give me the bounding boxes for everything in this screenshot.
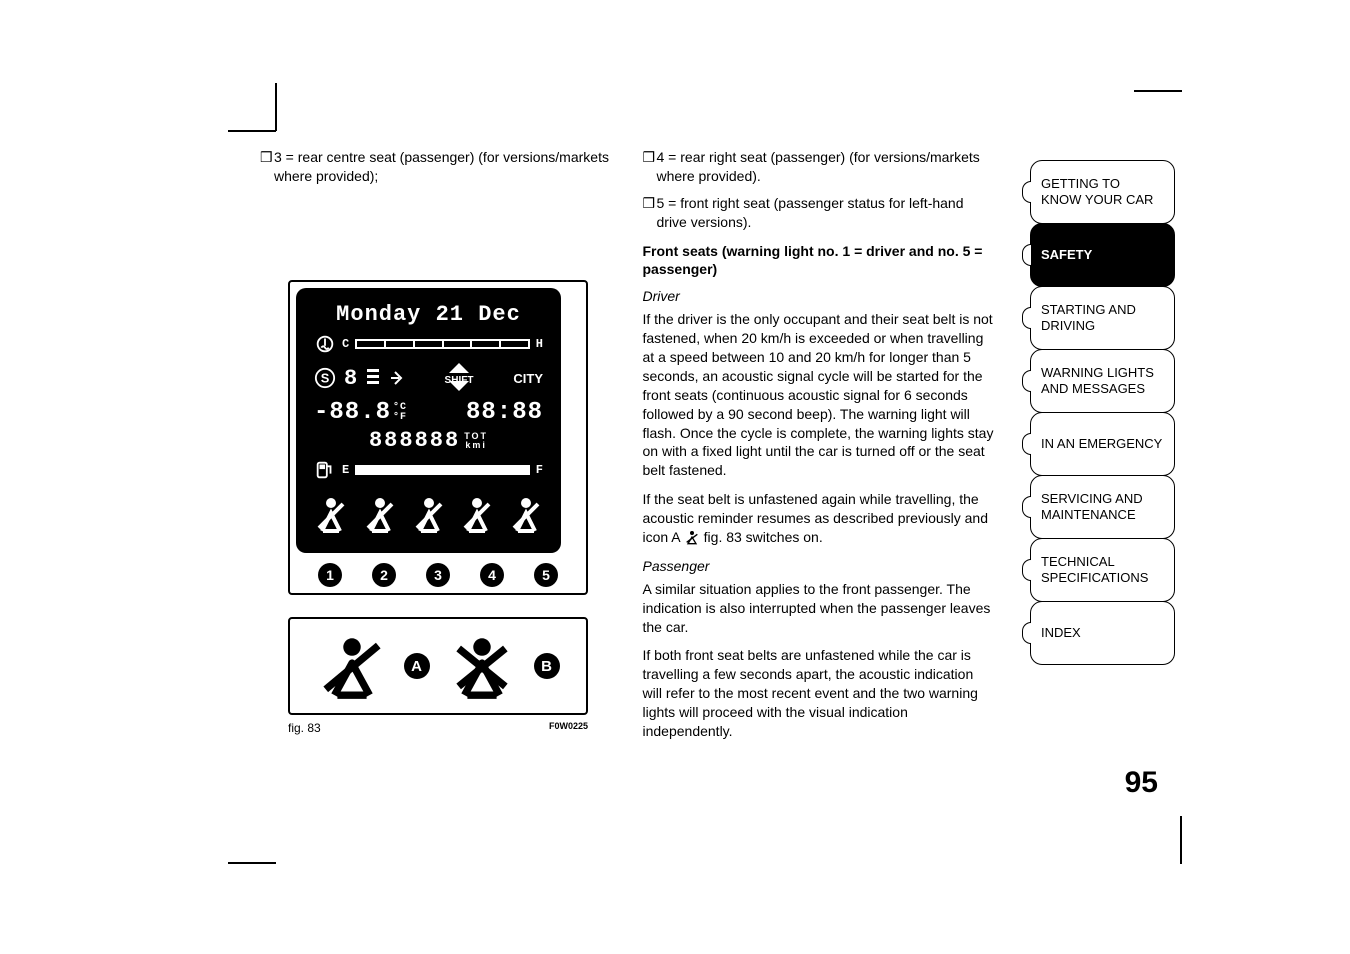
tab-clip-icon	[1022, 496, 1031, 518]
s-badge-icon: S	[314, 367, 336, 389]
temp-unit-f: °F	[393, 413, 407, 423]
arrow-right-icon	[389, 367, 405, 389]
paragraph: If both front seat belts are unfastened …	[643, 646, 996, 740]
bullet-icon: ❒	[260, 148, 274, 186]
figure-code: F0W0225	[549, 721, 588, 735]
legend-letter-b: B	[534, 653, 560, 679]
tab-label: WARNING LIGHTS AND MESSAGES	[1041, 365, 1164, 398]
gear-digit: 8	[344, 366, 357, 391]
list-item: ❒ 4 = rear right seat (passenger) (for v…	[643, 148, 996, 186]
bullet-icon: ❒	[643, 194, 657, 232]
seatbelt-status-icon	[509, 495, 543, 535]
coolant-c-label: C	[342, 337, 349, 351]
list-text: 5 = front right seat (passenger status f…	[657, 194, 996, 232]
paragraph: If the seat belt is unfastened again whi…	[643, 490, 996, 547]
fuel-gauge	[355, 465, 530, 475]
crop-mark	[275, 83, 277, 131]
lcd-display: Monday 21 Dec C H S 8 SHIFT	[296, 288, 561, 553]
list-text: 4 = rear right seat (passenger) (for ver…	[657, 148, 996, 186]
tab-label: INDEX	[1041, 625, 1081, 641]
bullet-icon: ❒	[643, 148, 657, 186]
tab-label: SAFETY	[1041, 247, 1092, 263]
tab-label: STARTING AND DRIVING	[1041, 302, 1164, 335]
fuel-row: E F	[314, 459, 543, 481]
tab-label: TECHNICAL SPECIFICATIONS	[1041, 554, 1164, 587]
seat-icons-row	[314, 495, 543, 535]
tab-clip-icon	[1022, 622, 1031, 644]
tab-clip-icon	[1022, 307, 1031, 329]
page-number: 95	[1125, 766, 1158, 800]
seatbelt-icon	[684, 529, 700, 545]
tab-label: SERVICING AND MAINTENANCE	[1041, 491, 1164, 524]
tab-clip-icon	[1022, 433, 1031, 455]
right-column: ❒ 4 = rear right seat (passenger) (for v…	[643, 148, 996, 788]
list-item: ❒ 5 = front right seat (passenger status…	[643, 194, 996, 232]
tab-clip-icon	[1022, 244, 1031, 266]
shift-indicator-icon: SHIFT	[429, 361, 489, 391]
crop-mark	[1134, 90, 1182, 92]
section-tab[interactable]: WARNING LIGHTS AND MESSAGES	[1030, 349, 1175, 413]
fuel-e-label: E	[342, 463, 349, 477]
seatbelt-fastened-icon	[447, 631, 517, 701]
coolant-gauge	[355, 339, 530, 349]
figure-caption: fig. 83	[288, 721, 321, 735]
seatbelt-status-icon	[363, 495, 397, 535]
seat-number-badge: 1	[318, 563, 342, 587]
odo-unit-bottom: kmi	[464, 441, 488, 450]
temp-unit-c: °C	[393, 403, 407, 413]
paragraph: If the driver is the only occupant and t…	[643, 310, 996, 480]
paragraph: A similar situation applies to the front…	[643, 580, 996, 637]
subheading-passenger: Passenger	[643, 557, 996, 576]
city-label: CITY	[513, 371, 543, 386]
section-tab[interactable]: INDEX	[1030, 601, 1175, 665]
seatbelt-status-icon	[460, 495, 494, 535]
coolant-row: C H	[314, 333, 543, 355]
figure-83: Monday 21 Dec C H S 8 SHIFT	[288, 280, 588, 735]
list-item: ❒ 3 = rear centre seat (passenger) (for …	[260, 148, 613, 186]
tab-clip-icon	[1022, 181, 1031, 203]
time-value: 88:88	[466, 399, 543, 426]
coolant-h-label: H	[536, 337, 543, 351]
crop-mark	[228, 130, 276, 132]
section-tab[interactable]: TECHNICAL SPECIFICATIONS	[1030, 538, 1175, 602]
section-tab[interactable]: SAFETY	[1030, 223, 1175, 287]
coolant-icon	[314, 333, 336, 355]
section-tab[interactable]: SERVICING AND MAINTENANCE	[1030, 475, 1175, 539]
fuel-pump-icon	[314, 459, 336, 481]
section-tab[interactable]: IN AN EMERGENCY	[1030, 412, 1175, 476]
crop-mark	[1180, 816, 1182, 864]
odometer-value: 888888	[369, 428, 460, 453]
section-tabs: GETTING TO KNOW YOUR CAR SAFETY STARTING A…	[1030, 160, 1175, 664]
seat-number-badge: 4	[480, 563, 504, 587]
tab-clip-icon	[1022, 559, 1031, 581]
tab-label: IN AN EMERGENCY	[1041, 436, 1162, 452]
subheading-driver: Driver	[643, 287, 996, 306]
seat-numbers-row: 1 2 3 4 5	[296, 563, 580, 587]
seat-number-badge: 3	[426, 563, 450, 587]
tab-label: GETTING TO KNOW YOUR CAR	[1041, 176, 1164, 209]
bars-icon	[365, 367, 381, 389]
odometer-row: 888888 TOT kmi	[314, 428, 543, 453]
crop-mark	[228, 862, 276, 864]
section-heading: Front seats (warning light no. 1 = drive…	[643, 242, 996, 280]
section-tab[interactable]: GETTING TO KNOW YOUR CAR	[1030, 160, 1175, 224]
shift-row: S 8 SHIFT CITY	[314, 361, 543, 395]
temp-value: -88.8	[314, 399, 391, 426]
temp-time-row: -88.8 °C °F 88:88	[314, 399, 543, 426]
figure-frame: Monday 21 Dec C H S 8 SHIFT	[288, 280, 588, 595]
seatbelt-status-icon	[412, 495, 446, 535]
seat-number-badge: 2	[372, 563, 396, 587]
tab-clip-icon	[1022, 370, 1031, 392]
list-text: 3 = rear centre seat (passenger) (for ve…	[274, 148, 613, 186]
lcd-date: Monday 21 Dec	[314, 302, 543, 327]
svg-text:S: S	[321, 371, 330, 386]
section-tab[interactable]: STARTING AND DRIVING	[1030, 286, 1175, 350]
paragraph-fragment: fig. 83 switches on.	[704, 529, 823, 545]
fuel-f-label: F	[536, 463, 543, 477]
seatbelt-unfastened-icon	[317, 631, 387, 701]
legend-letter-a: A	[404, 653, 430, 679]
seat-number-badge: 5	[534, 563, 558, 587]
icon-legend-frame: A B	[288, 617, 588, 715]
seatbelt-status-icon	[314, 495, 348, 535]
